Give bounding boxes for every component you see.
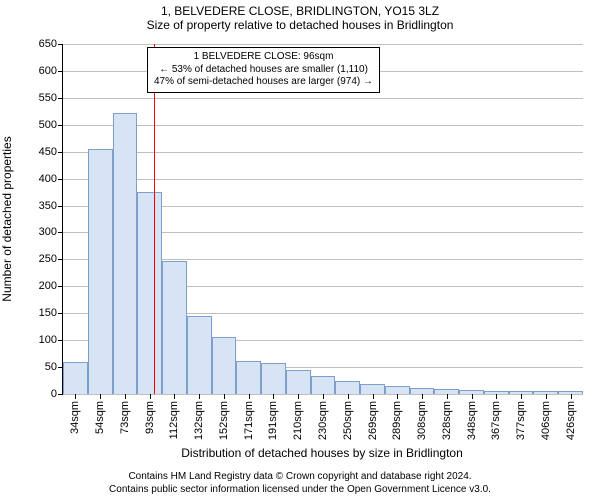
x-tick-mark (521, 394, 522, 399)
bar (261, 363, 286, 394)
x-tick-mark (174, 394, 175, 399)
x-tick-mark (496, 394, 497, 399)
y-tick-label: 300 (39, 226, 63, 238)
x-tick-mark (546, 394, 547, 399)
x-tick-mark (75, 394, 76, 399)
x-tick-label: 112sqm (168, 401, 180, 439)
x-tick-label: 348sqm (466, 401, 478, 440)
y-tick-label: 100 (39, 334, 63, 346)
x-tick-mark (249, 394, 250, 399)
x-tick-label: 73sqm (119, 401, 131, 434)
bar (187, 316, 212, 394)
gridline (63, 152, 583, 153)
y-tick-label: 350 (39, 200, 63, 212)
gridline (63, 98, 583, 99)
x-tick-mark (224, 394, 225, 399)
x-tick-mark (397, 394, 398, 399)
y-tick-label: 500 (39, 119, 63, 131)
y-axis-label: Number of detached properties (0, 136, 14, 301)
bar (63, 362, 88, 394)
annotation-line: 1 BELVEDERE CLOSE: 96sqm (154, 51, 373, 64)
plot-area: 0501001502002503003504004505005506006503… (62, 44, 583, 395)
x-tick-label: 132sqm (193, 401, 205, 440)
x-tick-mark (273, 394, 274, 399)
y-tick-label: 650 (39, 38, 63, 50)
x-tick-mark (348, 394, 349, 399)
bar (236, 361, 261, 394)
x-tick-mark (447, 394, 448, 399)
annotation-box: 1 BELVEDERE CLOSE: 96sqm← 53% of detache… (147, 47, 380, 93)
y-tick-label: 0 (51, 388, 63, 400)
x-tick-mark (100, 394, 101, 399)
x-tick-mark (125, 394, 126, 399)
bar (360, 384, 385, 394)
x-tick-label: 377sqm (515, 401, 527, 440)
chart-title: 1, BELVEDERE CLOSE, BRIDLINGTON, YO15 3L… (0, 0, 600, 18)
chart-subtitle: Size of property relative to detached ho… (0, 18, 600, 32)
x-tick-label: 269sqm (367, 401, 379, 440)
y-tick-label: 600 (39, 65, 63, 77)
bar (335, 381, 360, 394)
gridline (63, 44, 583, 45)
x-tick-label: 289sqm (391, 401, 403, 440)
gridline (63, 179, 583, 180)
chart-footer: Contains HM Land Registry data © Crown c… (0, 471, 600, 496)
bar (286, 370, 311, 394)
bar (162, 261, 187, 394)
footer-line: Contains public sector information licen… (0, 484, 600, 497)
x-tick-mark (150, 394, 151, 399)
gridline (63, 125, 583, 126)
y-tick-label: 550 (39, 92, 63, 104)
bar (88, 149, 113, 394)
x-tick-label: 152sqm (218, 401, 230, 440)
y-tick-label: 400 (39, 173, 63, 185)
bar (311, 376, 336, 394)
chart-container: 1, BELVEDERE CLOSE, BRIDLINGTON, YO15 3L… (0, 0, 600, 500)
x-tick-label: 406sqm (540, 401, 552, 440)
x-tick-mark (472, 394, 473, 399)
x-tick-mark (199, 394, 200, 399)
x-tick-label: 171sqm (243, 401, 255, 440)
bar (137, 192, 162, 394)
x-tick-label: 34sqm (69, 401, 81, 434)
x-tick-mark (422, 394, 423, 399)
x-tick-label: 93sqm (144, 401, 156, 434)
x-tick-label: 210sqm (292, 401, 304, 440)
annotation-line: ← 53% of detached houses are smaller (1,… (154, 64, 373, 77)
x-tick-mark (373, 394, 374, 399)
x-tick-label: 308sqm (416, 401, 428, 440)
bar (385, 386, 410, 394)
x-tick-mark (298, 394, 299, 399)
property-marker-line (154, 44, 155, 394)
x-tick-label: 191sqm (267, 401, 279, 440)
footer-line: Contains HM Land Registry data © Crown c… (0, 471, 600, 484)
x-tick-label: 328sqm (441, 401, 453, 440)
x-tick-label: 367sqm (490, 401, 502, 440)
x-axis-label: Distribution of detached houses by size … (62, 446, 582, 460)
annotation-line: 47% of semi-detached houses are larger (… (154, 76, 373, 89)
x-tick-label: 250sqm (342, 401, 354, 440)
x-tick-label: 230sqm (317, 401, 329, 440)
y-tick-label: 150 (39, 307, 63, 319)
y-tick-label: 200 (39, 280, 63, 292)
x-tick-mark (323, 394, 324, 399)
bar (113, 113, 138, 394)
x-tick-mark (571, 394, 572, 399)
y-tick-label: 450 (39, 146, 63, 158)
x-tick-label: 426sqm (565, 401, 577, 440)
bar (212, 337, 237, 394)
y-tick-label: 250 (39, 253, 63, 265)
x-tick-label: 54sqm (94, 401, 106, 434)
y-tick-label: 50 (45, 361, 63, 373)
